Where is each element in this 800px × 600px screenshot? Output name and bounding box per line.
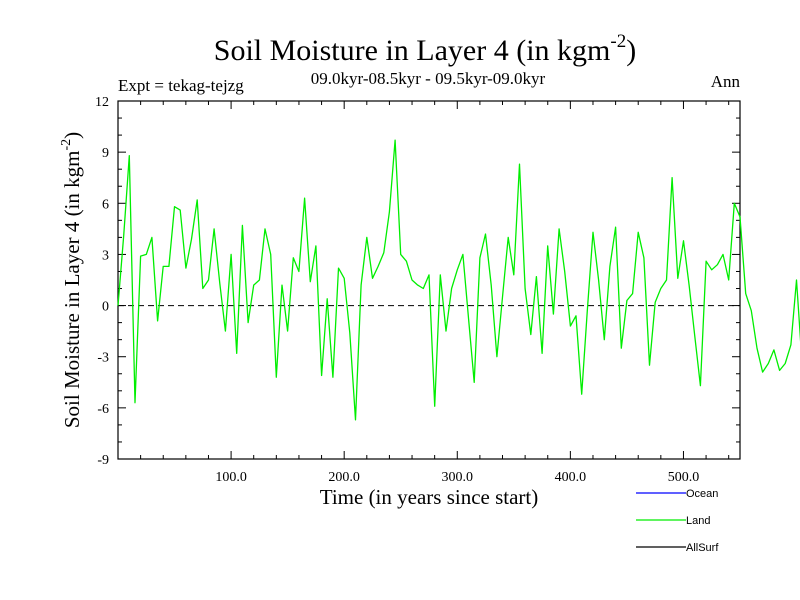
y-tick-label: 6 <box>102 197 109 212</box>
x-tick-label: 400.0 <box>555 470 587 485</box>
y-tick-label: -9 <box>97 453 109 468</box>
y-tick-label: -6 <box>97 402 109 417</box>
y-tick-label: 12 <box>95 95 109 110</box>
subtitle-right: Ann <box>711 72 741 91</box>
legend-label-allsurf: AllSurf <box>686 542 719 554</box>
y-tick-label: 3 <box>102 248 109 263</box>
y-axis-label: Soil Moisture in Layer 4 (in kgm-2) <box>59 132 84 428</box>
x-tick-label: 500.0 <box>668 470 700 485</box>
x-tick-label: 100.0 <box>215 470 247 485</box>
legend-label-land: Land <box>686 515 710 527</box>
legend-label-ocean: Ocean <box>686 488 718 500</box>
legend: Ocean Land AllSurf <box>636 488 719 554</box>
plot-frame <box>117 100 741 460</box>
subtitle-center: 09.0kyr-08.5kyr - 09.5kyr-09.0kyr <box>311 69 546 88</box>
y-tick-label: -3 <box>97 351 109 366</box>
subtitle-left: Expt = tekag-tejzg <box>118 76 244 95</box>
chart-title: Soil Moisture in Layer 4 (in kgm-2) <box>214 31 636 67</box>
x-tick-label: 200.0 <box>328 470 360 485</box>
series-line-land <box>117 139 800 421</box>
x-axis-label: Time (in years since start) <box>320 485 539 509</box>
y-tick-label: 9 <box>102 146 109 161</box>
x-tick-label: 300.0 <box>442 470 474 485</box>
y-tick-label: 0 <box>102 300 109 315</box>
